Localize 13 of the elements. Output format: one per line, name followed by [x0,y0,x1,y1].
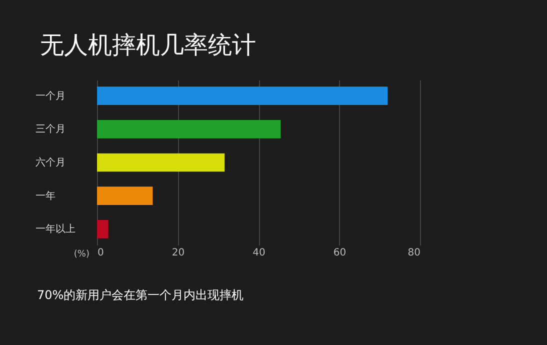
y-tick-label: 一个月 [36,90,66,102]
y-tick-label: 一年 [36,190,56,202]
x-tick-label: 20 [172,248,185,258]
x-tick-label: 0 [98,248,104,258]
x-tick-label: 60 [333,248,346,258]
text: 70%的新用户会在第一个月内出现摔机 [37,288,244,302]
chart-title: 无人机摔机几率统计 [40,31,256,59]
x-tick-label: 80 [408,248,420,258]
x-tick-label: 40 [252,248,266,258]
y-tick-label: 三个月 [36,123,66,136]
y-tick-label: 六个月 [36,156,66,168]
y-tick-label: 一年以上 [36,223,76,236]
x-axis-title: (%) [74,250,90,260]
